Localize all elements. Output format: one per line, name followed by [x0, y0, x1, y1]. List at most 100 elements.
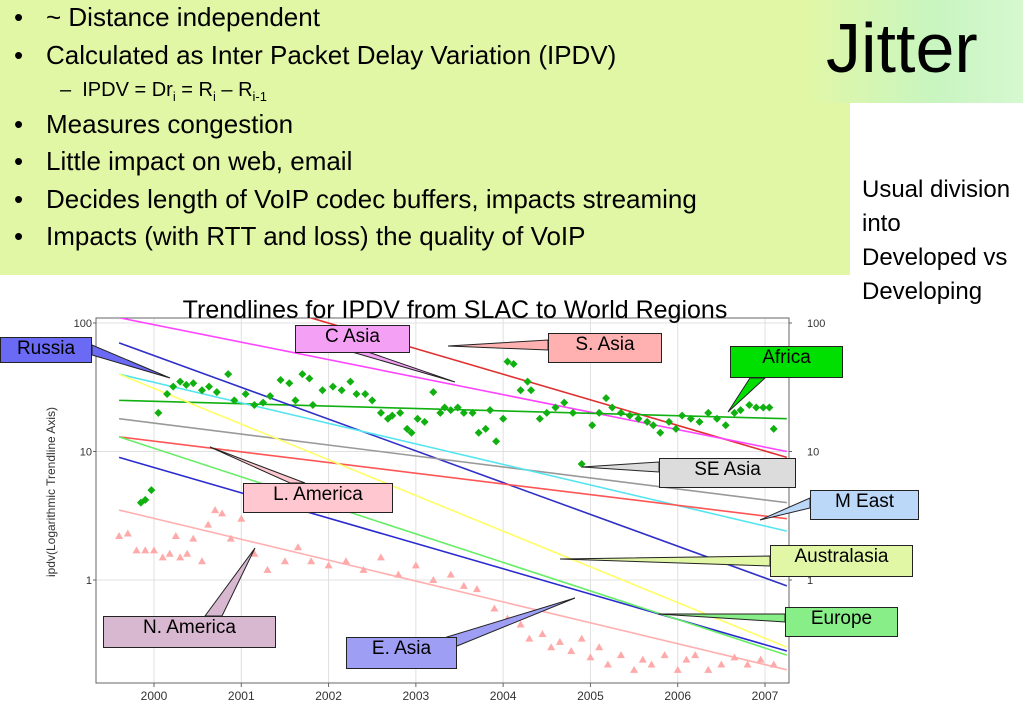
- africa-point: [745, 401, 754, 410]
- africa-point: [298, 370, 307, 379]
- trendline-australasia: [118, 373, 788, 648]
- n-america-point: [150, 546, 158, 554]
- africa-point: [154, 408, 163, 417]
- africa-point: [616, 408, 625, 417]
- africa-point: [361, 390, 370, 399]
- africa-point: [266, 392, 275, 401]
- n-america-point: [324, 561, 333, 569]
- africa-point: [376, 408, 385, 417]
- africa-point: [204, 382, 213, 391]
- africa-point: [468, 408, 477, 417]
- africa-point: [189, 379, 198, 388]
- n-america-point: [555, 637, 564, 645]
- x-tick-label: 2004: [490, 689, 517, 703]
- n-america-point: [115, 531, 124, 539]
- africa-point: [285, 379, 294, 388]
- africa-point: [388, 411, 397, 420]
- y-tick-label-left: 1: [86, 575, 92, 587]
- n-america-point: [638, 655, 647, 663]
- y-tick-label-left: 10: [80, 447, 92, 459]
- n-america-point: [226, 534, 235, 542]
- n-america-point: [577, 634, 586, 642]
- n-america-point: [250, 549, 259, 557]
- trendline-se-asia: [118, 417, 787, 504]
- africa-point: [440, 403, 449, 412]
- n-america-point: [171, 531, 180, 539]
- africa-point: [560, 398, 569, 407]
- africa-point: [535, 414, 544, 423]
- africa-point: [182, 380, 191, 389]
- slide-title: Jitter: [826, 9, 978, 87]
- africa-point: [568, 408, 577, 417]
- africa-point: [721, 421, 730, 430]
- n-america-point: [525, 634, 534, 642]
- n-america-point: [263, 565, 272, 573]
- africa-point: [337, 386, 346, 395]
- n-america-point: [660, 651, 669, 659]
- africa-point: [499, 414, 508, 423]
- n-america-point: [211, 506, 220, 514]
- n-america-point: [630, 665, 639, 673]
- n-america-point: [691, 651, 700, 659]
- n-america-point: [394, 570, 403, 578]
- chart-title: Trendlines for IPDV from SLAC to World R…: [183, 296, 728, 324]
- africa-point: [396, 408, 405, 417]
- n-america-point: [158, 553, 167, 561]
- y-axis-ticks: 100 100 10 10 1 1: [74, 318, 826, 587]
- africa-point: [656, 428, 665, 437]
- callout-se-asia: SE Asia: [659, 458, 796, 488]
- africa-point: [407, 428, 416, 437]
- callout-europe: Europe: [785, 607, 898, 637]
- n-america-point: [595, 643, 604, 651]
- africa-point: [259, 398, 268, 407]
- n-america-point: [376, 553, 385, 561]
- n-america-point: [411, 561, 420, 569]
- sub-bullet-item: – IPDV = Dri = Ri – Ri-1: [60, 79, 267, 104]
- side-note: Usual division into Developed vs Develop…: [862, 176, 1011, 305]
- africa-point: [678, 411, 687, 420]
- africa-point: [730, 408, 739, 417]
- africa-point: [224, 370, 233, 379]
- n-america-point: [490, 604, 499, 612]
- bullet-box: • ~ Distance independent • Calculated as I…: [0, 0, 850, 275]
- n-america-point: [237, 514, 246, 522]
- africa-point: [230, 396, 239, 405]
- y-tick-label-right: 100: [807, 318, 825, 330]
- africa-point: [595, 408, 604, 417]
- africa-point: [403, 424, 412, 433]
- n-america-point: [307, 557, 316, 565]
- x-tick-label: 2005: [577, 689, 604, 703]
- n-america-point: [682, 655, 691, 663]
- y-tick-label-left: 100: [74, 318, 92, 330]
- n-america-point: [183, 549, 192, 557]
- n-america-point: [459, 581, 468, 589]
- n-america-point: [429, 576, 438, 583]
- africa-point: [608, 403, 617, 412]
- callout-m-east: M East: [810, 490, 919, 520]
- africa-point: [212, 388, 221, 397]
- africa-point: [169, 382, 178, 391]
- x-tick-label: 2000: [141, 689, 168, 703]
- africa-point: [436, 408, 445, 417]
- africa-point: [318, 386, 327, 395]
- trendline-russia: [118, 342, 788, 587]
- n-america-point: [198, 557, 207, 565]
- callout-africa: Africa: [730, 346, 843, 378]
- n-america-point: [603, 660, 612, 668]
- pointer-africa: [727, 377, 767, 413]
- africa-point: [176, 377, 185, 386]
- n-america-point: [647, 660, 656, 668]
- africa-point: [551, 403, 560, 412]
- n-america-point: [294, 543, 303, 551]
- n-america-point: [616, 651, 625, 659]
- callout-australasia: Australasia: [770, 545, 913, 577]
- n-america-point: [538, 629, 547, 637]
- callout-c-asia: C Asia: [295, 325, 410, 353]
- callout-russia: Russia: [0, 337, 92, 363]
- africa-point: [147, 486, 156, 495]
- n-america-point: [756, 655, 765, 663]
- y-tick-label-right: 10: [807, 447, 819, 459]
- africa-point: [523, 377, 532, 386]
- africa-point: [765, 403, 774, 412]
